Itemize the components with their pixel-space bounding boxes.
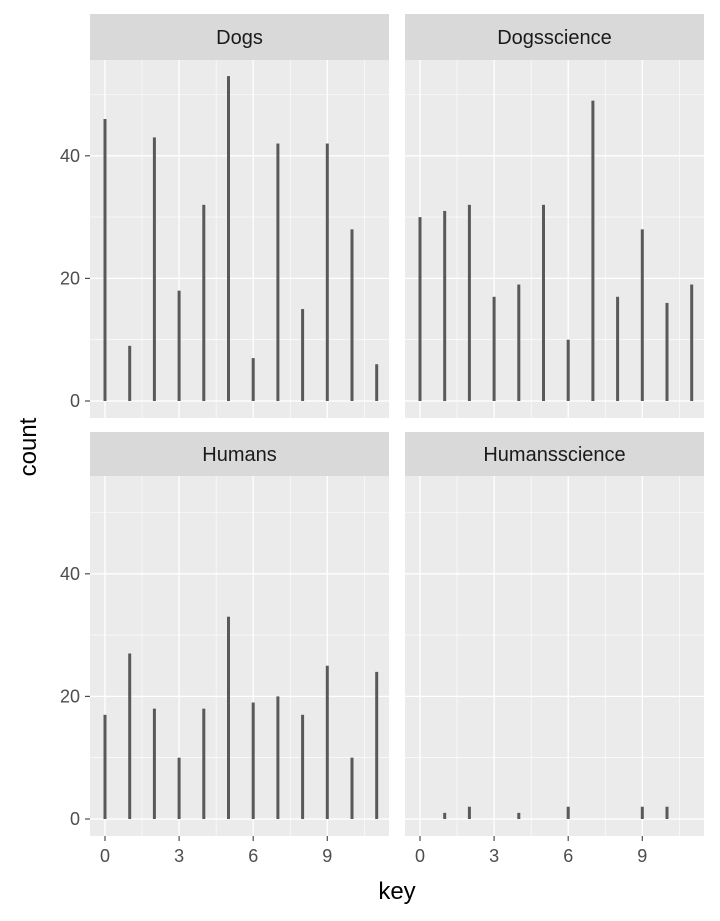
bar-dogs-10 <box>350 229 354 401</box>
x-tick-label: 6 <box>563 846 573 866</box>
bar-dogsscience-11 <box>690 284 694 401</box>
strip-humansscience <box>405 432 704 476</box>
y-axis-title: count <box>15 417 42 476</box>
bar-dogs-9 <box>325 143 329 402</box>
bar-dogs-6 <box>251 358 255 401</box>
x-tick-label: 0 <box>415 846 425 866</box>
bar-dogs-2 <box>152 137 156 401</box>
bar-humans-3 <box>177 757 181 819</box>
bar-humansscience-1 <box>443 812 447 819</box>
bar-humansscience-2 <box>467 806 471 819</box>
bar-dogs-4 <box>202 204 206 401</box>
bar-dogsscience-9 <box>640 229 644 401</box>
bar-humans-8 <box>301 714 305 819</box>
bar-humans-1 <box>128 653 132 819</box>
y-tick-label: 0 <box>70 809 80 829</box>
panel-background-dogsscience <box>405 60 704 418</box>
x-tick-label: 3 <box>489 846 499 866</box>
bar-humans-11 <box>375 671 379 819</box>
facet-panel-dogs: Dogs 0 20 40 <box>60 14 389 418</box>
bar-humans-10 <box>350 757 354 819</box>
bar-humansscience-10 <box>665 806 669 819</box>
bar-humans-4 <box>202 708 206 819</box>
bar-dogsscience-0 <box>418 217 422 401</box>
strip-humans <box>90 432 389 476</box>
bar-humansscience-4 <box>517 812 521 819</box>
bar-dogsscience-6 <box>566 339 570 401</box>
panel-background-dogs <box>90 60 389 418</box>
strip-dogs <box>90 14 389 60</box>
bar-humans-2 <box>152 708 156 819</box>
x-tick-label: 9 <box>322 846 332 866</box>
bar-dogsscience-10 <box>665 302 669 401</box>
bar-humansscience-6 <box>566 806 570 819</box>
bar-dogsscience-7 <box>591 100 595 401</box>
y-tick-label: 40 <box>60 564 80 584</box>
bar-humans-6 <box>251 702 255 819</box>
strip-label-dogs: Dogs <box>216 27 263 49</box>
bar-dogsscience-4 <box>517 284 521 401</box>
strip-label-humansscience: Humansscience <box>483 444 625 466</box>
x-tick-label: 6 <box>248 846 258 866</box>
strip-dogsscience <box>405 14 704 60</box>
bar-dogsscience-3 <box>492 296 496 401</box>
bar-dogsscience-1 <box>443 210 447 401</box>
x-tick-label: 3 <box>174 846 184 866</box>
bar-humans-5 <box>227 616 230 819</box>
y-tick-label: 20 <box>60 268 80 288</box>
x-tick-label: 0 <box>100 846 110 866</box>
bar-humans-9 <box>325 665 329 819</box>
bar-dogs-8 <box>301 309 305 401</box>
y-tick-label: 20 <box>60 686 80 706</box>
bar-dogs-3 <box>177 290 181 401</box>
strip-label-humans: Humans <box>202 444 276 466</box>
bar-humansscience-9 <box>640 806 644 819</box>
x-tick-label: 9 <box>637 846 647 866</box>
panel-background-humans <box>90 476 389 836</box>
y-tick-label: 0 <box>70 391 80 411</box>
bar-dogsscience-5 <box>542 204 545 401</box>
bar-dogsscience-2 <box>467 204 471 401</box>
facet-panel-humans: Humans 0 20 40 0 3 6 9 <box>60 432 389 866</box>
panel-background-humansscience <box>405 476 704 836</box>
bar-dogs-1 <box>128 345 132 401</box>
facet-panel-dogsscience: Dogsscience <box>405 14 704 418</box>
bar-humans-7 <box>276 696 280 819</box>
bar-dogs-0 <box>103 119 107 402</box>
facet-panel-humansscience: Humansscience 0 3 6 9 <box>405 432 704 866</box>
bar-dogs-7 <box>276 143 280 402</box>
bar-humans-0 <box>103 714 107 819</box>
y-tick-label: 40 <box>60 146 80 166</box>
bar-dogs-5 <box>227 76 230 402</box>
strip-label-dogsscience: Dogsscience <box>497 27 612 49</box>
bar-dogs-11 <box>375 364 379 401</box>
x-axis-title: key <box>378 878 415 905</box>
bar-dogsscience-8 <box>616 296 620 401</box>
